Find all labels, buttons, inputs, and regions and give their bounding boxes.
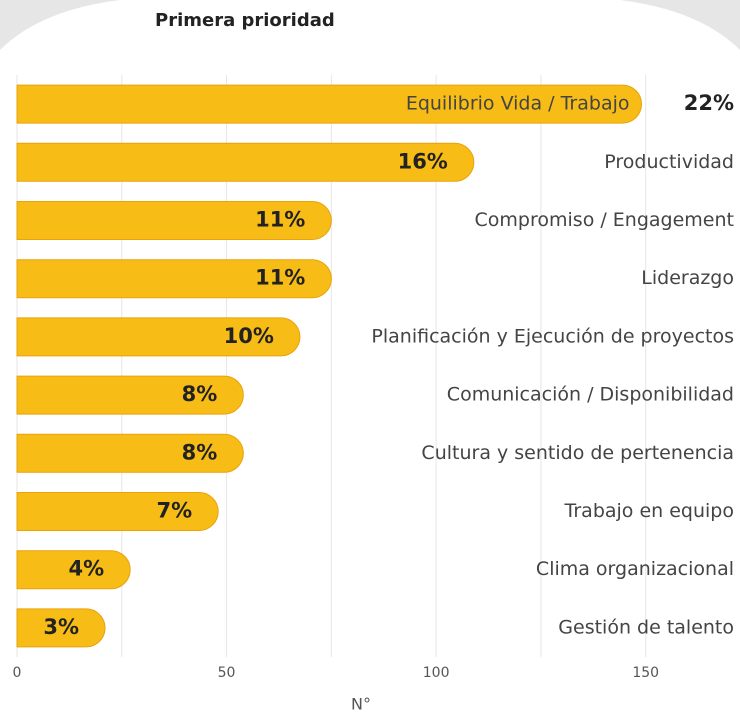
category-label: Planificación y Ejecución de proyectos [371, 325, 734, 347]
category-label: Comunicación / Disponibilidad [447, 384, 734, 406]
x-tick-label: 150 [632, 665, 659, 681]
percent-label: 11% [255, 208, 305, 232]
bar [16, 142, 475, 182]
x-tick-label: 100 [423, 665, 450, 681]
percent-label: 3% [43, 615, 79, 639]
category-label: Cultura y sentido de pertenencia [421, 442, 734, 464]
percent-label: 8% [182, 440, 218, 464]
percent-label: 8% [182, 382, 218, 406]
category-label: Productividad [604, 151, 734, 173]
category-label: Gestión de talento [558, 616, 734, 638]
header-curve [0, 0, 740, 70]
bar [16, 375, 244, 415]
bar [16, 259, 332, 299]
header-corners [0, 0, 740, 50]
category-label: Compromiso / Engagement [475, 209, 734, 231]
bar [16, 492, 219, 531]
percent-label: 11% [255, 266, 305, 290]
percent-label: 4% [69, 557, 105, 581]
percent-label: 22% [684, 91, 734, 115]
bar [16, 550, 131, 590]
category-label: Equilibrio Vida / Trabajo [406, 93, 630, 115]
chart-title: Primera prioridad [155, 10, 335, 31]
bar [16, 84, 642, 124]
category-label: Trabajo en equipo [564, 500, 734, 522]
x-axis-label: N° [351, 695, 371, 714]
bar [16, 608, 106, 648]
x-tick-label: 0 [13, 665, 22, 681]
category-label: Liderazgo [641, 267, 734, 289]
bar [16, 317, 301, 357]
bar [16, 433, 244, 473]
x-tick-label: 50 [218, 665, 236, 681]
percent-label: 7% [157, 499, 193, 523]
bar [16, 201, 332, 240]
category-label: Clima organizacional [536, 558, 734, 580]
percent-label: 10% [224, 324, 274, 348]
percent-label: 16% [398, 149, 448, 173]
